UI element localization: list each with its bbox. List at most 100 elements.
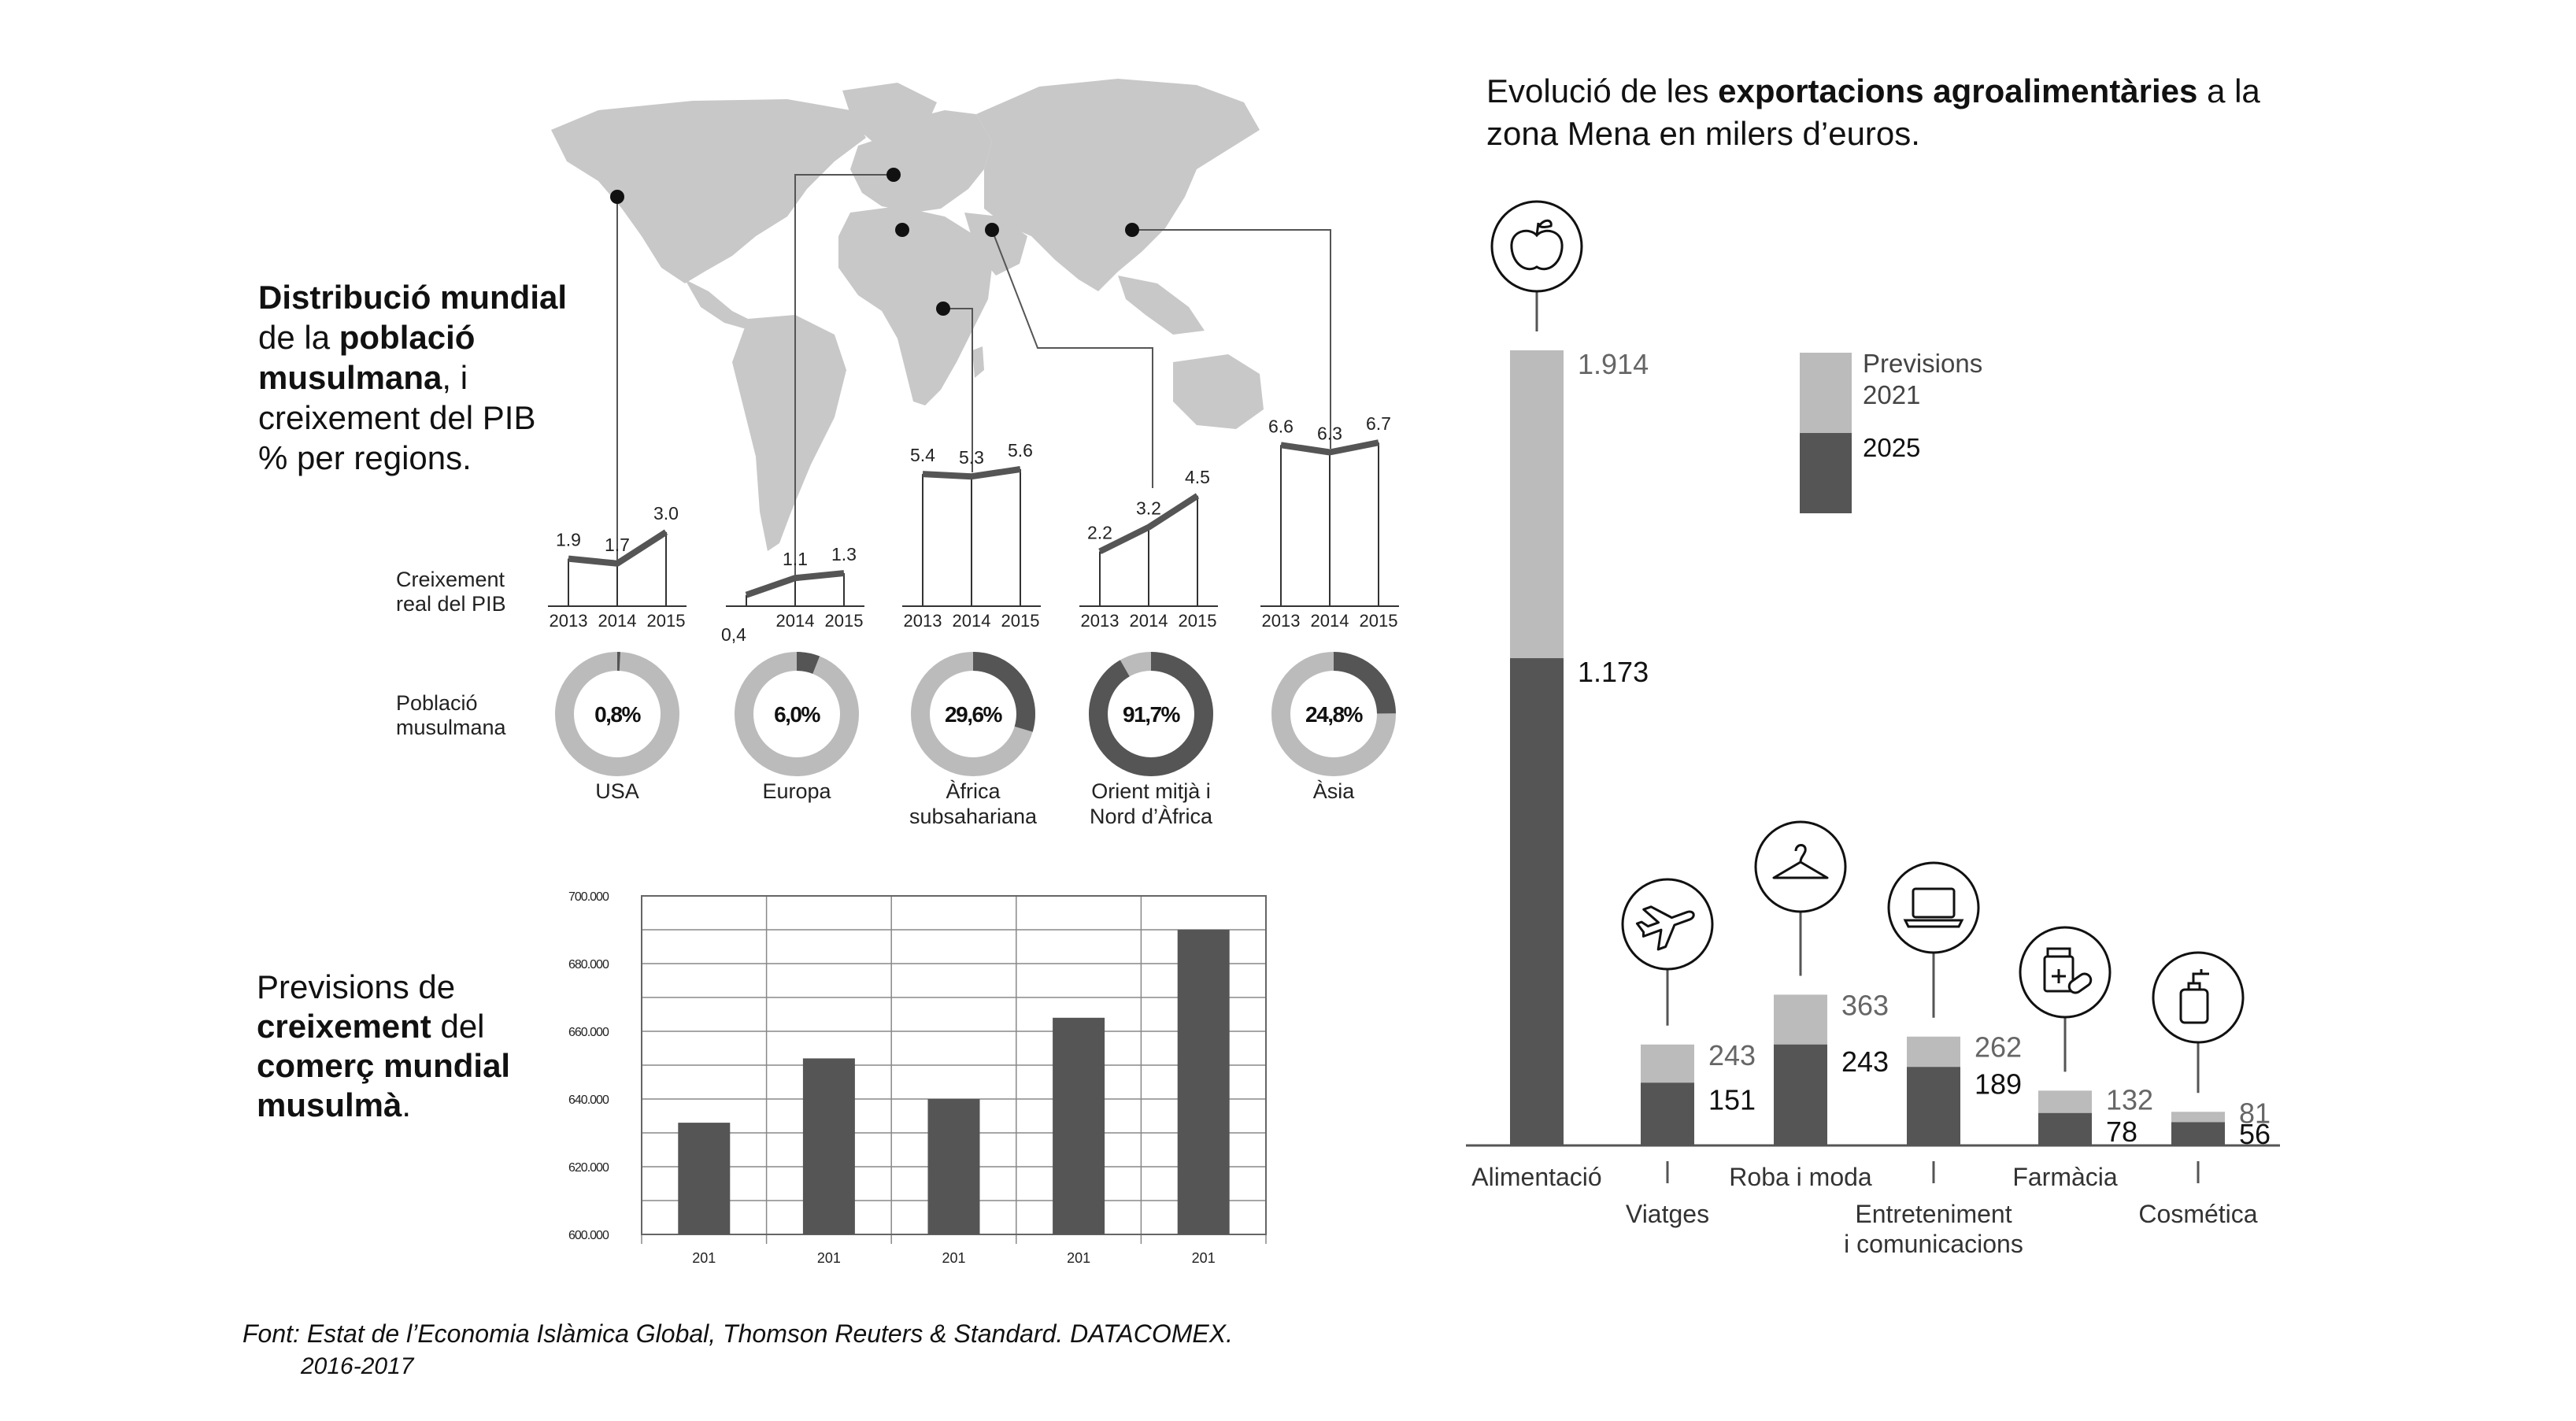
year-tick-label: 2015 [825, 611, 864, 631]
exports-title-run: exportacions agroalimentàries [1718, 72, 2197, 109]
exports-category-label: Alimentació [1471, 1163, 1601, 1191]
exports-bar-group: 243 151 Viatges [1626, 969, 1756, 1228]
trade-y-tick-label: 620.000 [568, 1161, 609, 1175]
year-tick-label: 2013 [904, 611, 942, 631]
exports-bar-2025 [1907, 1067, 1960, 1145]
gdp-value-label: 1.9 [556, 530, 581, 550]
donut-value-label: 0,8% [594, 702, 641, 727]
donut-value-label: 6,0% [774, 702, 820, 727]
year-tick-label: 2015 [1001, 611, 1040, 631]
trade-bar-chart: 600.000 620.000 640.000 660.000 680.000 700.0… [568, 890, 1267, 1266]
population-heading-run: Distribució mundial [258, 279, 567, 316]
exports-category-line: Entreteniment [1855, 1200, 2012, 1228]
exports-value-2021: 132 [2106, 1083, 2153, 1116]
exports-category-line: Farmàcia [2012, 1163, 2118, 1191]
exports-stacked-bar-chart: 1.914 1.173 Alimentació 243 151 Viatges 363 243… [1466, 200, 2280, 1258]
laptop-icon-ring [1887, 861, 1980, 954]
population-donuts: 0,8% USA 6,0% Europa 29,6% Àfrica subsahariana… [555, 652, 1396, 828]
map-asia [976, 79, 1260, 291]
exports-category-label: Roba i moda [1729, 1163, 1872, 1191]
lotion-body [2179, 988, 2209, 1024]
exports-value-2025: 151 [1708, 1083, 1756, 1116]
hanger-shape [1772, 844, 1829, 879]
donut-share-arc [911, 652, 1035, 776]
gdp-row-label: Creixement real del PIB [396, 568, 506, 616]
trade-y-tick-label: 600.000 [568, 1229, 609, 1242]
donut-2: 29,6% Àfrica subsahariana [909, 652, 1038, 828]
laptop-icon [1887, 861, 1980, 954]
population-heading-run: població [339, 319, 476, 356]
exports-title-run: zona Mena en milers d’euros. [1486, 115, 1920, 152]
gdp-value-label: 1.7 [605, 535, 630, 555]
map-africa [838, 206, 992, 405]
trade-x-tick-label: 201 [692, 1250, 716, 1266]
exports-category-label: Cosmética [2138, 1200, 2257, 1228]
map-leader-lines [616, 174, 1331, 579]
exports-title: Evolució de les exportacions agroaliment… [1486, 72, 2260, 152]
trade-bar [1053, 1017, 1105, 1234]
dot-asia [1125, 223, 1139, 237]
trade-y-tick-label: 700.000 [568, 890, 609, 904]
gdp-chart-1: 0,4 1.1 1.3 2014 2015 [721, 544, 864, 645]
donut-4: 24,8% Àsia [1271, 652, 1396, 803]
exports-value-2025: 1.173 [1578, 656, 1649, 688]
medicine-icon-ring [2019, 926, 2112, 1019]
gdp-series-line [568, 529, 668, 567]
donut-1: 6,0% Europa [735, 652, 859, 803]
source-line-2: 2016-2017 [300, 1353, 415, 1379]
trade-bar [802, 1058, 855, 1234]
map-central-america [685, 279, 756, 331]
dot-orient-mitja-1 [895, 223, 909, 237]
hanger-icon-ring [1754, 820, 1847, 913]
year-tick-label: 2014 [1311, 611, 1349, 631]
donut-value-label: 91,7% [1123, 702, 1180, 727]
airplane-icon [1621, 878, 1714, 971]
dot-africa-subsahariana [936, 302, 950, 316]
exports-bar-2025 [1774, 1044, 1827, 1145]
gdp-series-line [1280, 439, 1379, 456]
medicine-bottle [2043, 955, 2074, 993]
gdp-value-label: 5.3 [959, 447, 984, 468]
exports-value-2025: 78 [2106, 1116, 2137, 1148]
gdp-row-label-line: Creixement [396, 568, 505, 591]
source-line-1: Font: Estat de l’Economia Islàmica Globa… [242, 1319, 1233, 1348]
apple-icon [1490, 200, 1583, 293]
population-heading-run: de la [258, 319, 339, 356]
map-southeast-asia [1118, 276, 1205, 335]
medicine-icon [2019, 926, 2112, 1019]
trade-x-tick-label: 201 [817, 1250, 841, 1266]
region-name-label: Àfrica subsahariana [909, 779, 1038, 828]
region-name-label: Àsia [1313, 779, 1356, 803]
gdp-value-label: 5.6 [1008, 440, 1033, 461]
exports-value-2025: 56 [2239, 1118, 2271, 1150]
trade-x-tick-label: 201 [1192, 1250, 1216, 1266]
laptop-screen [1912, 887, 1956, 919]
donut-share-arc [555, 652, 679, 776]
airplane-icon-ring [1621, 878, 1714, 971]
map-australia [1173, 354, 1264, 429]
gdp-chart-4: 6.6 6.3 6.7 2013 2014 2015 [1260, 413, 1399, 631]
legend-2021-line: Previsions [1863, 349, 1982, 378]
map-europe [850, 110, 992, 213]
year-tick-label: 2014 [598, 611, 637, 631]
population-heading-run: , i [442, 359, 468, 396]
region-name-line: subsahariana [909, 805, 1038, 828]
donut-share-arc [1089, 652, 1213, 776]
trade-bar [927, 1099, 980, 1234]
year-tick-label: 2015 [1179, 611, 1217, 631]
population-row-label-line: Població [396, 691, 478, 715]
trade-heading-run: del [431, 1008, 485, 1045]
lotion-bottle-icon [2152, 951, 2245, 1044]
gdp-chart-2: 5.4 5.3 5.6 2013 2014 2015 [902, 440, 1041, 631]
exports-value-2021: 1.914 [1578, 348, 1649, 380]
legend-label-2025: 2025 [1863, 433, 1920, 462]
population-row-label-line: musulmana [396, 716, 507, 739]
exports-bar-2025 [1510, 658, 1564, 1145]
donut-value-label: 29,6% [945, 702, 1002, 727]
year-tick-label: 2014 [953, 611, 991, 631]
exports-bar-group: 262 189 Entreteniment i comunicacions [1844, 953, 2023, 1258]
region-name-line: Àfrica [946, 779, 1001, 803]
map-arabia [964, 213, 1027, 276]
exports-bar-2025 [2038, 1112, 2092, 1145]
